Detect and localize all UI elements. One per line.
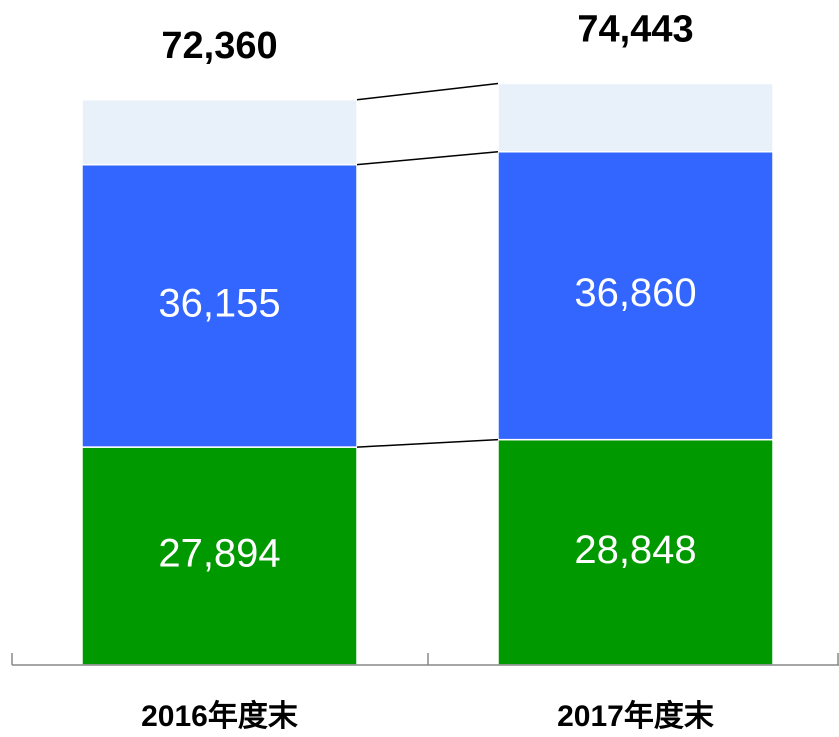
- connector-line: [356, 150, 499, 166]
- total-label: 74,443: [577, 9, 693, 51]
- bar-segment: [81, 163, 358, 448]
- segment-label: 27,894: [158, 532, 280, 576]
- total-label: 72,360: [161, 25, 277, 67]
- segment-label: 36,155: [158, 281, 280, 325]
- x-tick-label: 2016年度末: [141, 700, 298, 733]
- segment-label: 36,860: [574, 271, 696, 315]
- bar-segment: [497, 150, 774, 441]
- bar-segment: [81, 98, 358, 166]
- x-tick-label: 2017年度末: [557, 700, 714, 733]
- segment-label: 28,848: [574, 528, 696, 572]
- connector-line: [356, 438, 499, 448]
- bar-segment: [81, 446, 358, 666]
- connector-line: [356, 82, 499, 101]
- bar-segment: [497, 82, 774, 153]
